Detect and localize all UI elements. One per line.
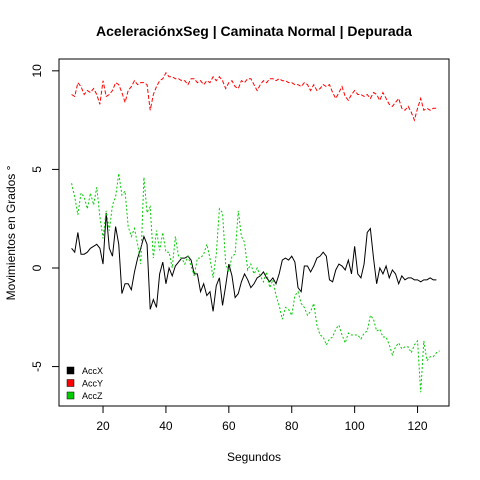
x-tick-label: 100 xyxy=(345,419,365,433)
series-line-accx xyxy=(71,212,437,312)
series-line-accz xyxy=(71,173,440,393)
chart-title: AceleraciónxSeg | Caminata Normal | Depu… xyxy=(96,23,412,39)
x-tick-label: 40 xyxy=(159,419,173,433)
y-tick-label: 10 xyxy=(30,64,44,78)
y-tick-label: 5 xyxy=(30,166,44,173)
x-tick-label: 20 xyxy=(96,419,110,433)
legend-label-accy: AccY xyxy=(82,379,103,389)
x-axis: 20 40 60 80 100 120 xyxy=(96,405,428,433)
y-tick-label: 0 xyxy=(30,264,44,271)
legend-swatch-accz xyxy=(66,391,75,400)
x-tick-label: 60 xyxy=(222,419,236,433)
y-axis-label: Movimientos en Grados ° xyxy=(4,165,18,300)
legend-swatch-accy xyxy=(66,379,75,387)
legend: AccX AccY AccZ xyxy=(66,366,103,401)
series-layer xyxy=(71,71,440,393)
plot-frame xyxy=(58,58,450,407)
x-axis-label: Segundos xyxy=(227,450,281,464)
y-axis: -5 0 5 10 xyxy=(30,64,60,372)
series-line-accy xyxy=(71,71,437,122)
x-tick-label: 80 xyxy=(285,419,299,433)
y-tick-label: -5 xyxy=(30,361,44,372)
legend-label-accx: AccX xyxy=(82,366,103,376)
legend-label-accz: AccZ xyxy=(82,391,103,401)
legend-swatch-accx xyxy=(66,366,75,375)
x-tick-label: 120 xyxy=(408,419,428,433)
